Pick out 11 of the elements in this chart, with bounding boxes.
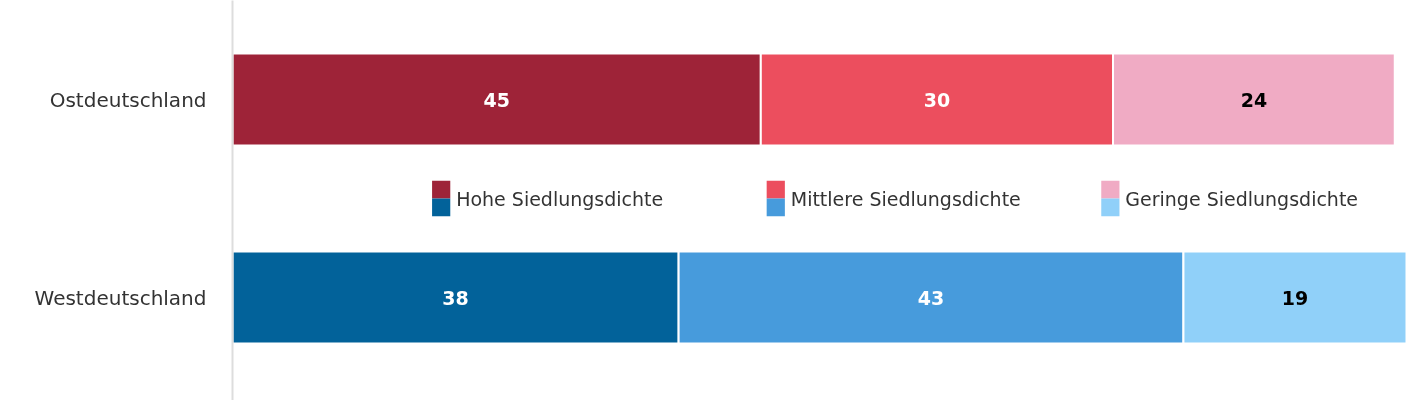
data-label: 30 xyxy=(923,88,951,111)
legend-label: Geringe Siedlungsdichte xyxy=(1125,187,1359,210)
legend-label: Hohe Siedlungsdichte xyxy=(456,187,664,210)
data-label: 45 xyxy=(483,88,510,111)
data-label: 24 xyxy=(1240,88,1268,111)
y-tick-label: Ostdeutschland xyxy=(49,87,207,112)
data-label: 43 xyxy=(917,286,945,309)
legend-label: Mittlere Siedlungsdichte xyxy=(790,187,1021,210)
data-label: 38 xyxy=(442,286,469,309)
y-tick-label: Westdeutschland xyxy=(34,285,207,310)
data-label: 19 xyxy=(1281,286,1309,309)
